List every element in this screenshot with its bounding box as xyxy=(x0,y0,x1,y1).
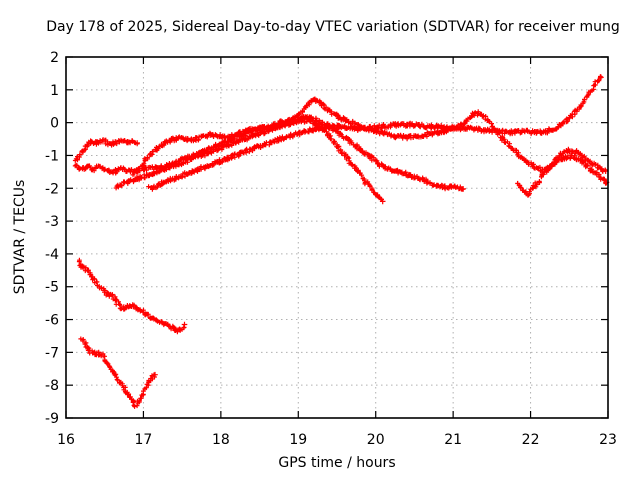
x-tick-label: 21 xyxy=(444,432,462,448)
y-tick-label: -2 xyxy=(45,181,59,197)
x-tick-label: 17 xyxy=(135,432,153,448)
x-tick-label: 20 xyxy=(367,432,385,448)
x-tick-label: 16 xyxy=(57,432,75,448)
scatter-trace-6 xyxy=(515,152,610,198)
y-tick-label: 0 xyxy=(50,116,59,132)
x-tick-label: 22 xyxy=(522,432,540,448)
x-tick-label: 23 xyxy=(599,432,617,448)
y-tick-label: -1 xyxy=(45,148,59,164)
y-tick-label: 2 xyxy=(50,50,59,66)
x-tick-label: 18 xyxy=(212,432,230,448)
y-tick-label: -7 xyxy=(45,345,59,361)
scatter-series-layer xyxy=(72,74,610,409)
axis-layer: 210-1-2-3-4-5-6-7-8-916 17 18 19 20 21 22 23 xyxy=(45,50,617,448)
y-tick-label: -9 xyxy=(45,411,59,427)
y-axis-label: SDTVAR / TECUs xyxy=(12,180,28,295)
y-tick-label: -5 xyxy=(45,280,59,296)
x-axis-label: GPS time / hours xyxy=(278,455,395,471)
y-tick-label: -6 xyxy=(45,313,59,329)
y-tick-label: 1 xyxy=(50,83,59,99)
plot-frame xyxy=(65,56,609,419)
chart-title: Day 178 of 2025, Sidereal Day-to-day VTE… xyxy=(46,19,620,35)
x-tick-label: 19 xyxy=(289,432,307,448)
y-tick-label: -4 xyxy=(45,247,59,263)
scatter-trace-8 xyxy=(78,336,158,409)
grid-layer xyxy=(66,57,608,418)
scatter-trace-1 xyxy=(72,137,140,163)
scatter-trace-7 xyxy=(76,257,188,335)
y-tick-label: -8 xyxy=(45,378,59,394)
scatter-trace-5 xyxy=(130,96,609,178)
y-tick-label: -3 xyxy=(45,214,59,230)
